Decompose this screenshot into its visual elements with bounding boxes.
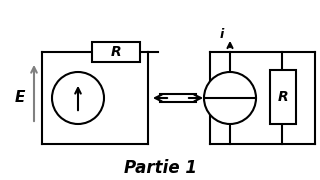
Text: Partie 1: Partie 1 bbox=[124, 159, 196, 177]
Text: R: R bbox=[111, 45, 121, 59]
Circle shape bbox=[52, 72, 104, 124]
Text: E: E bbox=[15, 91, 25, 105]
Circle shape bbox=[204, 72, 256, 124]
Bar bbox=[92, 42, 140, 62]
Text: R: R bbox=[278, 90, 288, 104]
Bar bbox=[270, 70, 296, 124]
Text: i: i bbox=[220, 28, 224, 40]
